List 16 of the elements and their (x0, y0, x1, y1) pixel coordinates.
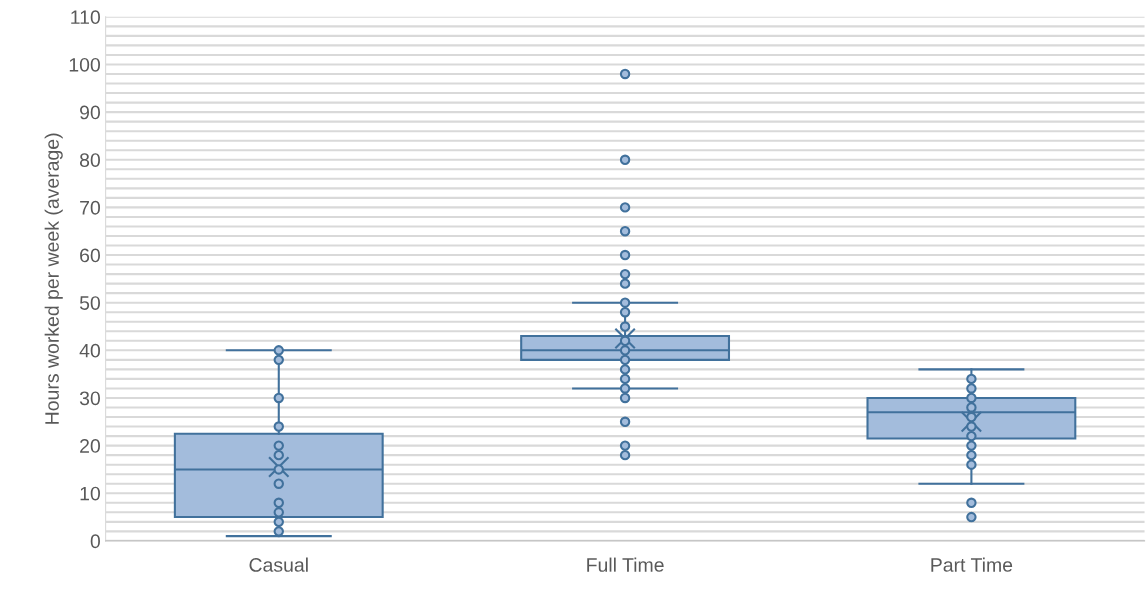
x-tick-label: Part Time (931, 557, 1013, 572)
y-axis-title: Hours worked per week (average) (44, 133, 63, 424)
y-tick-label: 0 (90, 534, 100, 549)
y-tick-label: 50 (79, 296, 100, 310)
y-tick-label: 40 (79, 343, 100, 358)
y-tick-label: 10 (80, 486, 100, 501)
y-tick-label: 110 (71, 10, 100, 25)
x-tick-label: Casual (249, 557, 308, 572)
y-tick-label: 70 (80, 200, 100, 215)
y-tick-label: 30 (79, 391, 100, 406)
y-tick-label: 90 (80, 105, 100, 120)
y-tick-label: 100 (69, 57, 100, 72)
x-tick-label: Full Time (587, 557, 664, 572)
y-tick-label: 20 (80, 439, 100, 453)
y-tick-label: 80 (79, 153, 100, 167)
y-tick-label: 60 (80, 248, 100, 263)
